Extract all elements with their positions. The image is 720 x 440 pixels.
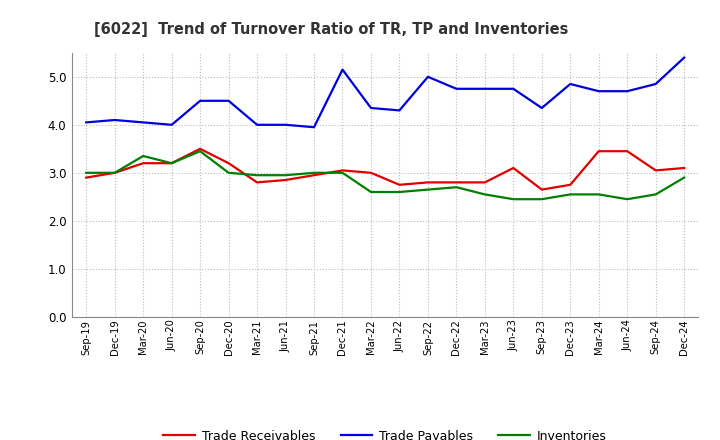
Trade Payables [452,86,461,92]
Trade Payables [366,105,375,110]
Trade Payables [110,117,119,123]
Trade Receivables [623,149,631,154]
Trade Payables [167,122,176,128]
Trade Receivables [282,177,290,183]
Inventories [167,161,176,166]
Inventories [82,170,91,176]
Trade Receivables [595,149,603,154]
Inventories [253,172,261,178]
Inventories [395,189,404,194]
Inventories [566,192,575,197]
Inventories [310,170,318,176]
Text: [6022]  Trend of Turnover Ratio of TR, TP and Inventories: [6022] Trend of Turnover Ratio of TR, TP… [94,22,568,37]
Trade Receivables [680,165,688,171]
Trade Receivables [452,180,461,185]
Trade Receivables [253,180,261,185]
Trade Payables [82,120,91,125]
Trade Payables [537,105,546,110]
Trade Payables [196,98,204,103]
Inventories [196,149,204,154]
Trade Receivables [338,168,347,173]
Trade Payables [680,55,688,60]
Trade Receivables [652,168,660,173]
Trade Payables [480,86,489,92]
Trade Payables [623,88,631,94]
Trade Receivables [167,161,176,166]
Trade Payables [423,74,432,80]
Trade Receivables [423,180,432,185]
Legend: Trade Receivables, Trade Payables, Inventories: Trade Receivables, Trade Payables, Inven… [158,425,612,440]
Inventories [338,170,347,176]
Inventories [282,172,290,178]
Line: Trade Payables: Trade Payables [86,58,684,127]
Inventories [680,175,688,180]
Trade Payables [338,67,347,72]
Inventories [509,197,518,202]
Trade Payables [395,108,404,113]
Trade Payables [282,122,290,128]
Trade Receivables [509,165,518,171]
Inventories [139,154,148,159]
Trade Receivables [310,172,318,178]
Line: Trade Receivables: Trade Receivables [86,149,684,190]
Trade Receivables [139,161,148,166]
Inventories [452,184,461,190]
Trade Receivables [110,170,119,176]
Trade Payables [509,86,518,92]
Trade Payables [310,125,318,130]
Trade Payables [652,81,660,87]
Trade Payables [225,98,233,103]
Trade Payables [595,88,603,94]
Trade Receivables [82,175,91,180]
Trade Receivables [395,182,404,187]
Inventories [110,170,119,176]
Inventories [652,192,660,197]
Line: Inventories: Inventories [86,151,684,199]
Trade Receivables [225,161,233,166]
Inventories [623,197,631,202]
Trade Payables [139,120,148,125]
Inventories [480,192,489,197]
Inventories [595,192,603,197]
Inventories [225,170,233,176]
Trade Payables [566,81,575,87]
Trade Receivables [537,187,546,192]
Inventories [537,197,546,202]
Trade Receivables [196,146,204,151]
Inventories [366,189,375,194]
Inventories [423,187,432,192]
Trade Receivables [480,180,489,185]
Trade Receivables [566,182,575,187]
Trade Receivables [366,170,375,176]
Trade Payables [253,122,261,128]
